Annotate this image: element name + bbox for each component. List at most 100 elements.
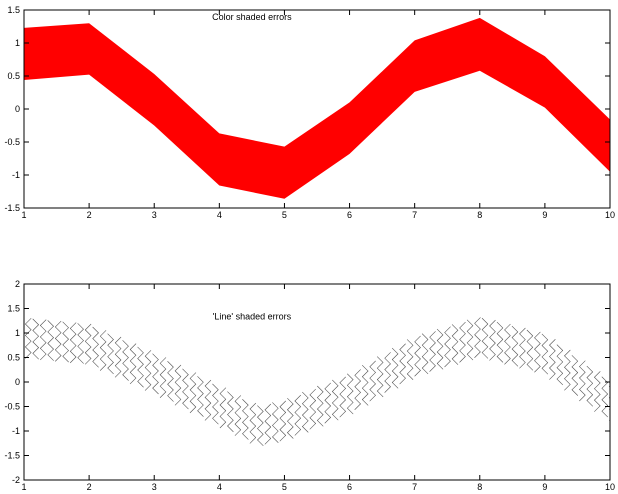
hatch-stroke xyxy=(302,426,309,433)
hatch-stroke xyxy=(249,414,257,421)
hatch-stroke xyxy=(167,378,174,385)
hatch-stroke xyxy=(541,339,549,346)
hatch-stroke xyxy=(242,433,249,440)
hatch-stroke xyxy=(466,319,474,326)
hatch-stroke xyxy=(399,349,406,356)
hatch-stroke xyxy=(504,340,511,348)
hatch-stroke xyxy=(399,372,406,379)
hatch-stroke xyxy=(62,350,69,357)
hatch-stroke xyxy=(159,368,167,376)
hatch-stroke xyxy=(564,355,571,362)
hatch-stroke xyxy=(586,377,594,384)
hatch-stroke xyxy=(339,405,346,412)
hatch-stroke xyxy=(354,386,361,393)
hatch-stroke xyxy=(526,358,534,365)
hatch-stroke xyxy=(324,399,331,407)
hatch-stroke xyxy=(526,352,534,360)
hatch-stroke xyxy=(511,325,519,333)
hatch-stroke xyxy=(474,317,481,324)
color-shaded-band xyxy=(24,17,610,199)
hatch-stroke xyxy=(451,352,459,360)
hatch-stroke xyxy=(579,394,586,402)
hatch-stroke xyxy=(391,364,399,372)
hatch-stroke xyxy=(579,383,586,390)
hatch-stroke xyxy=(346,373,354,380)
hatch-stroke xyxy=(384,386,391,393)
hatch-stroke xyxy=(69,333,77,341)
hatch-stroke xyxy=(309,417,316,424)
hatch-stroke xyxy=(137,346,144,354)
hatch-stroke xyxy=(496,350,504,357)
hatch-stroke xyxy=(564,361,571,368)
hatch-stroke xyxy=(129,343,137,350)
hatch-stroke xyxy=(144,350,152,357)
hatch-stroke xyxy=(62,344,69,351)
hatch-stroke xyxy=(391,376,399,383)
hatch-stroke xyxy=(204,385,212,393)
hatch-stroke xyxy=(317,397,324,404)
hatch-stroke xyxy=(92,361,99,368)
axes-frame-bottom xyxy=(23,283,611,481)
hatch-stroke xyxy=(264,438,272,445)
hatch-stroke xyxy=(586,400,594,407)
hatch-stroke xyxy=(601,382,609,389)
hatch-stroke xyxy=(204,391,212,398)
hatch-stroke xyxy=(309,411,316,419)
hatch-stroke xyxy=(62,338,69,346)
hatch-stroke xyxy=(549,339,556,346)
hatch-stroke xyxy=(421,356,429,363)
hatch-stroke xyxy=(234,423,242,431)
bot-ytick-label: -2 xyxy=(12,475,20,485)
hatch-stroke xyxy=(436,328,444,336)
hatch-stroke xyxy=(302,409,309,416)
hatch-stroke xyxy=(317,385,324,393)
hatch-stroke xyxy=(324,405,331,413)
hatch-stroke xyxy=(122,362,129,370)
hatch-stroke xyxy=(182,391,189,398)
hatch-stroke xyxy=(339,382,346,389)
hatch-stroke xyxy=(39,353,47,361)
hatch-stroke xyxy=(234,395,242,402)
hatch-stroke xyxy=(197,398,204,406)
hatch-stroke xyxy=(594,394,601,401)
hatch-stroke xyxy=(227,408,234,415)
hatch-stroke xyxy=(137,352,144,359)
hatch-stroke xyxy=(92,338,99,345)
hatch-stroke xyxy=(534,354,541,362)
hatch-stroke xyxy=(287,420,294,428)
hatch-stroke xyxy=(519,339,526,346)
hatch-stroke xyxy=(332,391,339,398)
hatch-stroke xyxy=(309,405,316,413)
hatch-stroke xyxy=(174,393,182,400)
hatch-stroke xyxy=(189,372,197,379)
hatch-stroke xyxy=(354,403,361,410)
hatch-stroke xyxy=(384,369,391,376)
hatch-stroke xyxy=(302,397,309,405)
hatch-stroke xyxy=(167,395,174,402)
hatch-stroke xyxy=(496,333,504,340)
hatch-stroke xyxy=(129,354,137,362)
hatch-stroke xyxy=(586,382,594,390)
hatch-stroke xyxy=(287,426,294,433)
hatch-stroke xyxy=(69,322,77,329)
hatch-stroke xyxy=(556,355,564,363)
hatch-stroke xyxy=(346,402,354,409)
hatch-stroke xyxy=(414,370,421,377)
hatch-stroke xyxy=(354,380,361,388)
hatch-stroke xyxy=(421,344,429,352)
hatch-stroke xyxy=(504,346,511,354)
hatch-stroke xyxy=(436,363,444,370)
hatch-stroke xyxy=(62,321,69,329)
hatch-stroke xyxy=(481,346,489,353)
hatch-stroke xyxy=(234,400,242,408)
hatch-stroke xyxy=(549,344,556,352)
hatch-stroke xyxy=(429,359,436,367)
hatch-stroke xyxy=(556,367,564,374)
hatch-stroke xyxy=(84,329,92,336)
hatch-stroke xyxy=(137,375,144,382)
hatch-stroke xyxy=(571,360,579,368)
hatch-stroke xyxy=(144,378,152,386)
hatch-stroke xyxy=(129,360,137,367)
hatch-stroke xyxy=(302,420,309,427)
